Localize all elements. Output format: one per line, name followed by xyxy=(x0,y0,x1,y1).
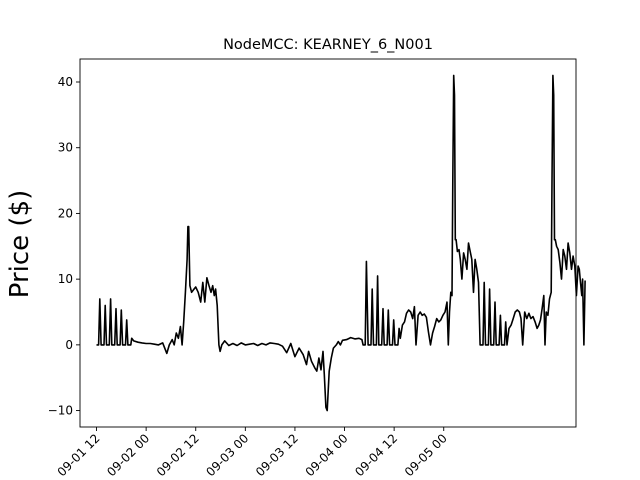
y-tick-label: 30 xyxy=(58,141,73,155)
y-tick-label: −10 xyxy=(48,404,73,418)
y-tick-label: 10 xyxy=(58,272,73,286)
y-axis-label: Price ($) xyxy=(5,190,35,299)
series-line-0 xyxy=(96,74,586,412)
y-tick-label: 0 xyxy=(65,338,73,352)
chart-title: NodeMCC: KEARNEY_6_N001 xyxy=(223,37,433,53)
y-tick-label: 20 xyxy=(58,206,73,220)
y-tick-label: 40 xyxy=(58,75,73,89)
axes-frame xyxy=(79,58,577,428)
